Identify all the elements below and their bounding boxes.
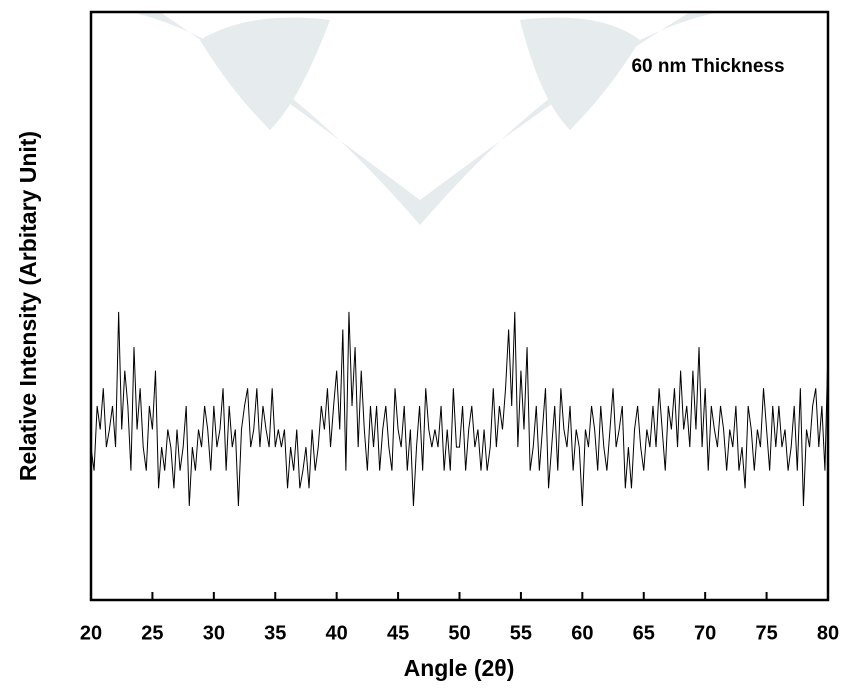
x-tick-label: 20 (80, 622, 102, 644)
watermark (130, 12, 720, 225)
x-tick-label: 30 (203, 622, 225, 644)
x-tick-label: 80 (817, 622, 839, 644)
x-tick-label: 50 (448, 622, 470, 644)
x-tick-label: 70 (694, 622, 716, 644)
x-tick-label: 60 (571, 622, 593, 644)
x-tick-label: 35 (264, 622, 286, 644)
x-tick-label: 25 (141, 622, 163, 644)
x-tick-label: 40 (326, 622, 348, 644)
annotation: 60 nm Thickness (631, 56, 784, 77)
x-tick-label: 45 (387, 622, 409, 644)
x-tick-label: 65 (633, 622, 655, 644)
plot-frame (89, 10, 830, 602)
x-axis-label: Angle (2θ) (404, 655, 515, 681)
x-tick-label: 55 (510, 622, 532, 644)
data-line (90, 311, 829, 506)
y-axis-label: Relative Intensity (Arbitary Unit) (15, 131, 41, 481)
x-tick-label: 75 (755, 622, 777, 644)
